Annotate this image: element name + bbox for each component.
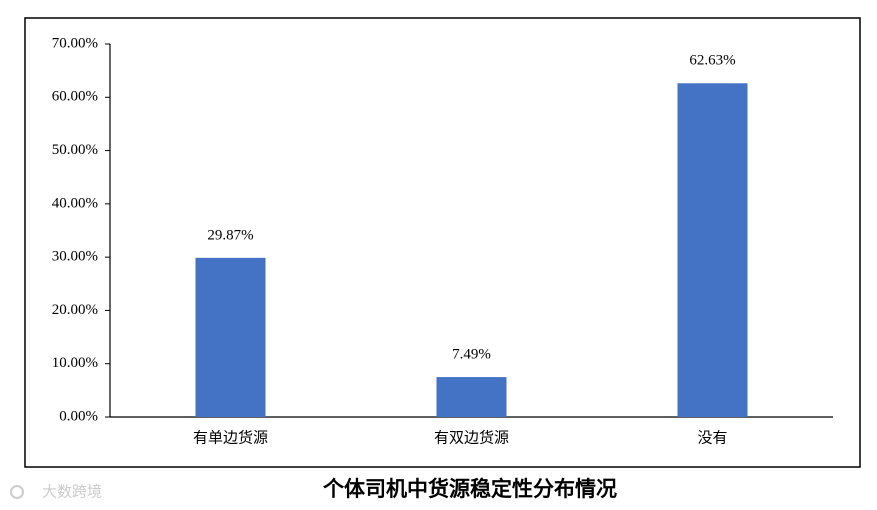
watermark-logo bbox=[10, 485, 24, 499]
x-tick-label: 没有 bbox=[697, 429, 727, 446]
y-tick-label: 70.00% bbox=[52, 35, 98, 51]
data-label: 29.87% bbox=[207, 227, 253, 243]
chart-title: 个体司机中货源稳定性分布情况 bbox=[323, 477, 617, 501]
y-tick-label: 30.00% bbox=[52, 249, 98, 265]
y-tick-label: 40.00% bbox=[52, 195, 98, 211]
chart-frame bbox=[24, 17, 861, 468]
watermark: 大数跨境 bbox=[42, 482, 102, 500]
bar bbox=[436, 377, 507, 417]
y-tick-label: 0.00% bbox=[59, 408, 98, 424]
y-tick-label: 50.00% bbox=[52, 142, 98, 158]
x-tick-label: 有双边货源 bbox=[434, 429, 509, 446]
bar bbox=[677, 83, 748, 417]
y-tick-label: 60.00% bbox=[52, 89, 98, 105]
bar bbox=[195, 257, 266, 417]
data-label: 62.63% bbox=[689, 53, 735, 69]
y-tick-label: 20.00% bbox=[52, 302, 98, 318]
data-label: 7.49% bbox=[452, 347, 491, 363]
y-tick-label: 10.00% bbox=[52, 355, 98, 371]
x-tick-label: 有单边货源 bbox=[193, 429, 268, 446]
